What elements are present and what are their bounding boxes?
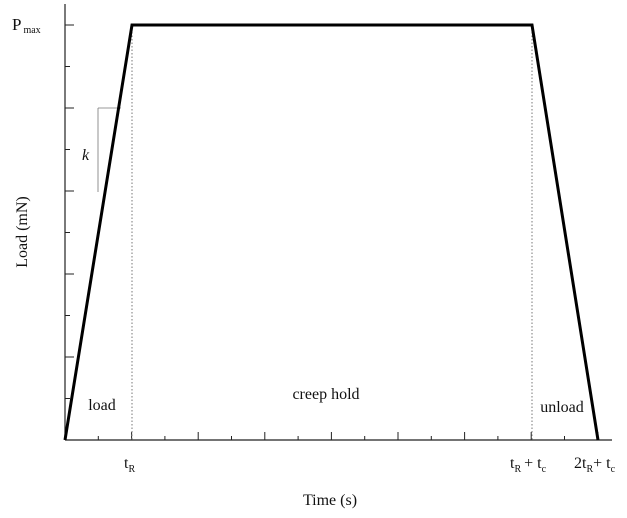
guides bbox=[131, 25, 533, 440]
region-label: load bbox=[88, 397, 116, 414]
x-axis-label: Time (s) bbox=[303, 492, 357, 509]
region-label: creep hold bbox=[292, 386, 359, 403]
region-label: unload bbox=[540, 399, 584, 416]
x-tick-label: tR + tc bbox=[510, 455, 547, 475]
slope-label: k bbox=[82, 147, 90, 164]
load-profile bbox=[63, 23, 600, 441]
x-tick-label: 2tR+ tc bbox=[574, 455, 616, 475]
ticks bbox=[64, 24, 599, 441]
y-axis-label: Load (mN) bbox=[14, 196, 31, 268]
axes bbox=[64, 4, 612, 441]
x-tick-label: tR bbox=[124, 455, 135, 475]
